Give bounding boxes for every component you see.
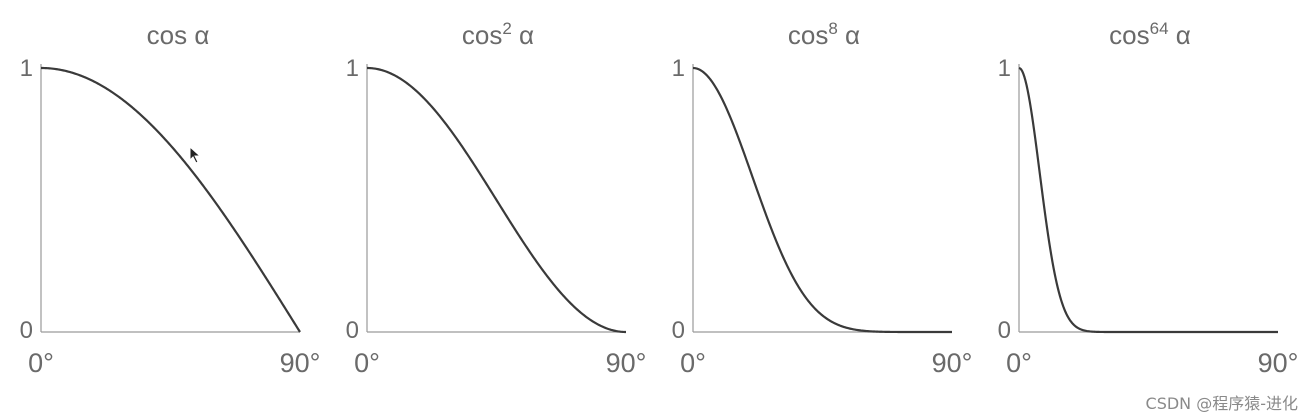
chart-title: cos64 α bbox=[1109, 19, 1191, 50]
title-variable: α bbox=[1169, 20, 1191, 50]
title-exponent: 8 bbox=[828, 19, 837, 38]
watermark-text: CSDN @程序猿-进化 bbox=[1145, 394, 1298, 413]
mouse-cursor-icon bbox=[189, 146, 201, 164]
series-line-cos-power-2 bbox=[366, 66, 627, 334]
series-line-cos-power-64 bbox=[1018, 66, 1279, 334]
x-tick-label: 90° bbox=[280, 348, 321, 378]
title-base: cos bbox=[788, 20, 828, 50]
y-tick-label: 0 bbox=[998, 317, 1011, 344]
series-line-cos-power-8 bbox=[692, 66, 953, 334]
x-tick-label: 90° bbox=[932, 348, 973, 378]
chart-panel-1: cos α 0 1 0° 90° bbox=[20, 20, 321, 378]
y-tick-label: 0 bbox=[346, 317, 359, 344]
y-tick-label: 0 bbox=[20, 317, 33, 344]
title-exponent: 2 bbox=[502, 19, 511, 38]
title-base: cos bbox=[147, 20, 187, 50]
title-base: cos bbox=[462, 20, 502, 50]
chart-title: cos α bbox=[147, 20, 210, 50]
title-exponent: 64 bbox=[1150, 19, 1169, 38]
chart-title: cos2 α bbox=[462, 19, 534, 50]
y-tick-label: 1 bbox=[998, 55, 1011, 82]
y-tick-label: 0 bbox=[672, 317, 685, 344]
x-tick-label: 90° bbox=[606, 348, 647, 378]
x-tick-label: 90° bbox=[1258, 348, 1299, 378]
title-variable: α bbox=[512, 20, 534, 50]
y-tick-label: 1 bbox=[346, 55, 359, 82]
chart-panel-4: cos64 α 0 1 0° 90° bbox=[998, 19, 1299, 378]
x-tick-label: 0° bbox=[1006, 348, 1032, 378]
x-tick-label: 0° bbox=[28, 348, 54, 378]
title-variable: α bbox=[187, 20, 209, 50]
y-tick-label: 1 bbox=[20, 55, 33, 82]
chart-panel-3: cos8 α 0 1 0° 90° bbox=[672, 19, 973, 378]
x-tick-label: 0° bbox=[354, 348, 380, 378]
title-variable: α bbox=[838, 20, 860, 50]
chart-title: cos8 α bbox=[788, 19, 860, 50]
x-tick-label: 0° bbox=[680, 348, 706, 378]
chart-panel-2: cos2 α 0 1 0° 90° bbox=[346, 19, 647, 378]
series-line-cos-power-1 bbox=[40, 66, 301, 333]
y-tick-label: 1 bbox=[672, 55, 685, 82]
title-base: cos bbox=[1109, 20, 1149, 50]
